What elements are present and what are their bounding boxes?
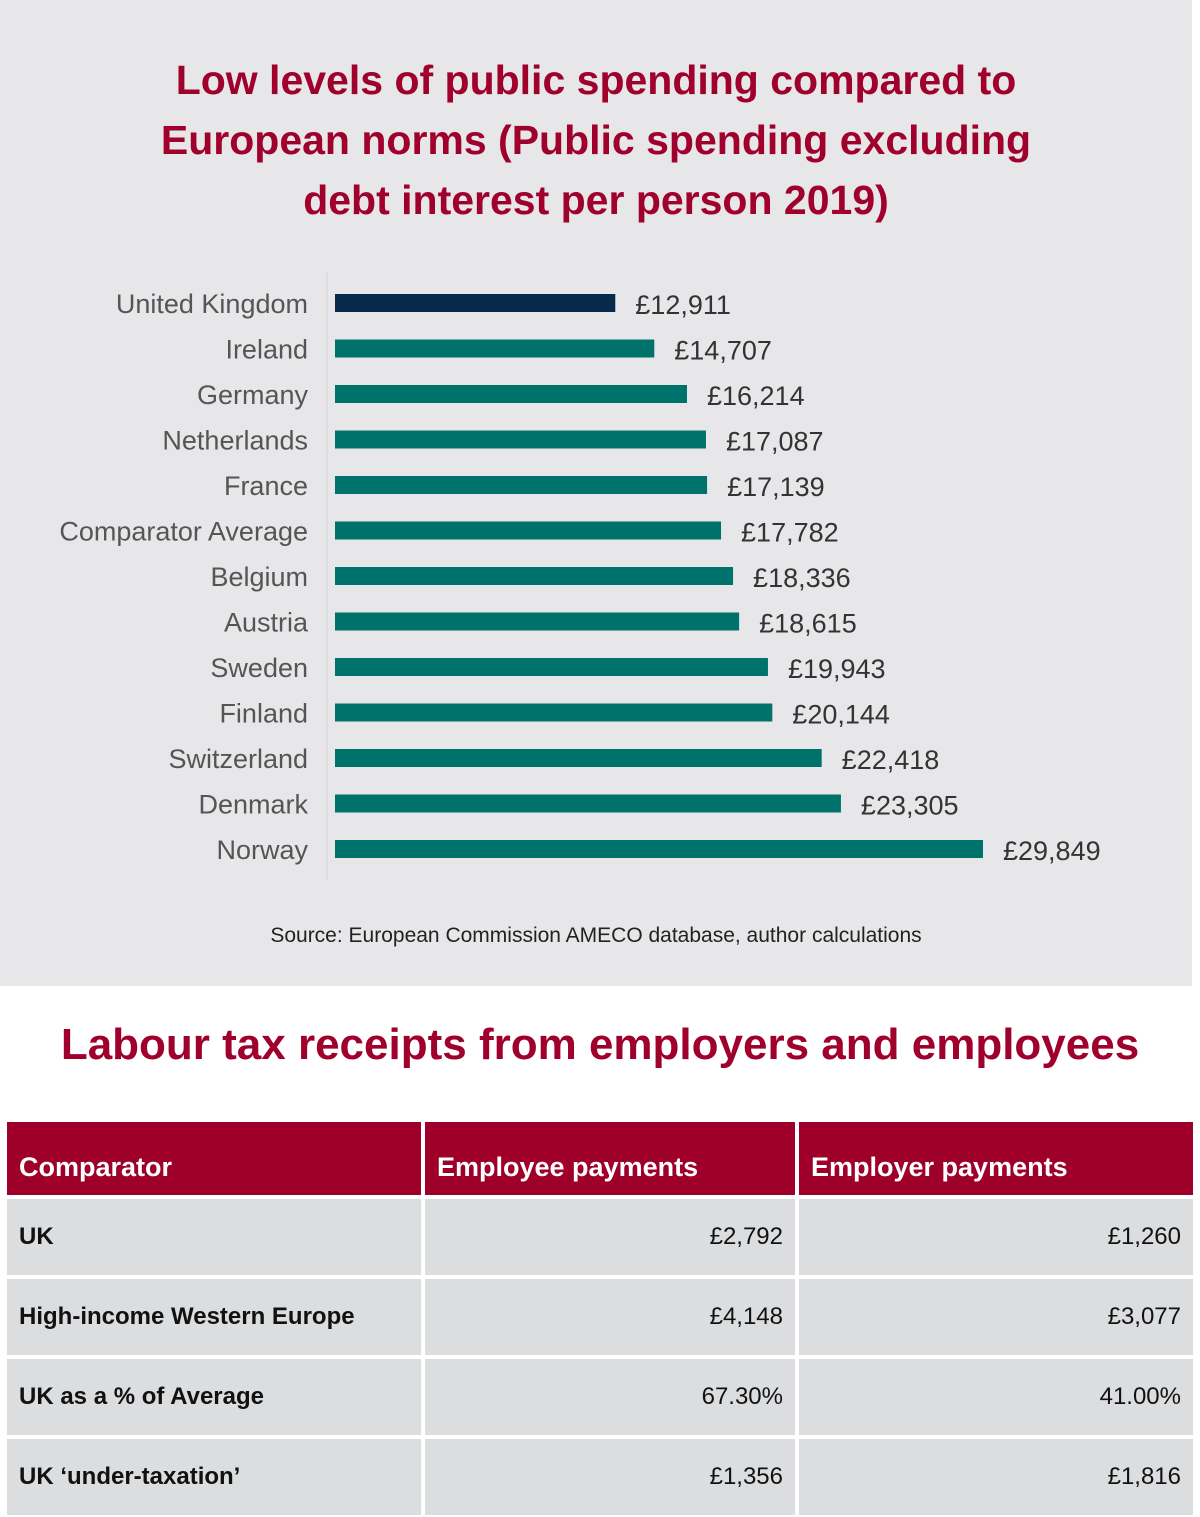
category-label: Comparator Average xyxy=(59,517,308,547)
value-label: £20,144 xyxy=(792,700,890,730)
category-label: United Kingdom xyxy=(116,289,308,319)
cell-comparator: High-income Western Europe xyxy=(7,1279,421,1355)
cell-comparator: UK ‘under-taxation’ xyxy=(7,1439,421,1515)
cell-employer-payments: £1,260 xyxy=(799,1199,1193,1275)
header-employee-payments: Employee payments xyxy=(425,1122,795,1195)
header-comparator: Comparator xyxy=(7,1122,421,1195)
category-label: Finland xyxy=(219,699,308,729)
category-label: Germany xyxy=(197,380,309,410)
cell-employee-payments: 67.30% xyxy=(425,1359,795,1435)
cell-employer-payments: £3,077 xyxy=(799,1279,1193,1355)
chart-panel: Low levels of public spending compared t… xyxy=(0,0,1192,986)
cell-comparator: UK xyxy=(7,1199,421,1275)
chart-source: Source: European Commission AMECO databa… xyxy=(270,924,922,947)
bar xyxy=(335,385,687,403)
bar xyxy=(335,294,616,312)
value-label: £17,087 xyxy=(726,427,824,457)
value-label: £18,615 xyxy=(759,609,857,639)
bar xyxy=(335,612,740,631)
chart-title-line: Low levels of public spending compared t… xyxy=(175,57,1017,103)
category-label: Norway xyxy=(216,835,308,865)
bar xyxy=(335,749,822,767)
category-label: Belgium xyxy=(210,562,308,592)
value-label: £16,214 xyxy=(707,381,805,411)
table-row: High-income Western Europe £4,148 £3,077 xyxy=(7,1279,1193,1355)
bar xyxy=(335,703,773,722)
chart-title: Low levels of public spending compared t… xyxy=(0,50,1192,230)
bar-chart: United Kingdom £12,911 Ireland £14,707 Germa… xyxy=(59,272,1101,880)
value-label: £22,418 xyxy=(842,745,940,775)
bar xyxy=(335,658,768,676)
bar xyxy=(335,840,983,858)
value-label: £12,911 xyxy=(635,290,731,320)
table-title: Labour tax receipts from employers and e… xyxy=(60,1020,1140,1069)
category-label: Netherlands xyxy=(162,426,308,456)
cell-employee-payments: £2,792 xyxy=(425,1199,795,1275)
table-row: UK as a % of Average 67.30% 41.00% xyxy=(7,1359,1193,1435)
table-row: UK ‘under-taxation’ £1,356 £1,816 xyxy=(7,1439,1193,1515)
value-label: £23,305 xyxy=(861,791,959,821)
chart-title-line: European norms (Public spending excludin… xyxy=(160,117,1032,163)
value-label: £19,943 xyxy=(788,654,886,684)
cell-employer-payments: £1,816 xyxy=(799,1439,1193,1515)
bar xyxy=(335,339,655,358)
category-label: Sweden xyxy=(210,653,308,683)
cell-comparator: UK as a % of Average xyxy=(7,1359,421,1435)
table-row: UK £2,792 £1,260 xyxy=(7,1199,1193,1275)
category-label: Ireland xyxy=(225,335,308,365)
category-label: Austria xyxy=(224,608,309,638)
bar xyxy=(335,521,722,540)
cell-employer-payments: 41.00% xyxy=(799,1359,1193,1435)
chart-title-line: debt interest per person 2019) xyxy=(303,177,889,223)
category-label: France xyxy=(224,471,308,501)
value-label: £17,782 xyxy=(741,518,839,548)
cell-employee-payments: £1,356 xyxy=(425,1439,795,1515)
category-label: Denmark xyxy=(198,790,308,820)
value-label: £17,139 xyxy=(727,472,825,502)
bar xyxy=(335,567,734,585)
value-label: £14,707 xyxy=(674,336,772,366)
cell-employee-payments: £4,148 xyxy=(425,1279,795,1355)
bar xyxy=(335,794,841,813)
labour-tax-table: Comparator Employee payments Employer pa… xyxy=(7,1122,1193,1517)
header-employer-payments: Employer payments xyxy=(799,1122,1193,1195)
table-header-row: Comparator Employee payments Employer pa… xyxy=(7,1122,1193,1195)
value-label: £29,849 xyxy=(1003,836,1101,866)
category-label: Switzerland xyxy=(168,744,308,774)
bar xyxy=(335,476,708,494)
bar xyxy=(335,430,706,449)
value-label: £18,336 xyxy=(753,563,851,593)
